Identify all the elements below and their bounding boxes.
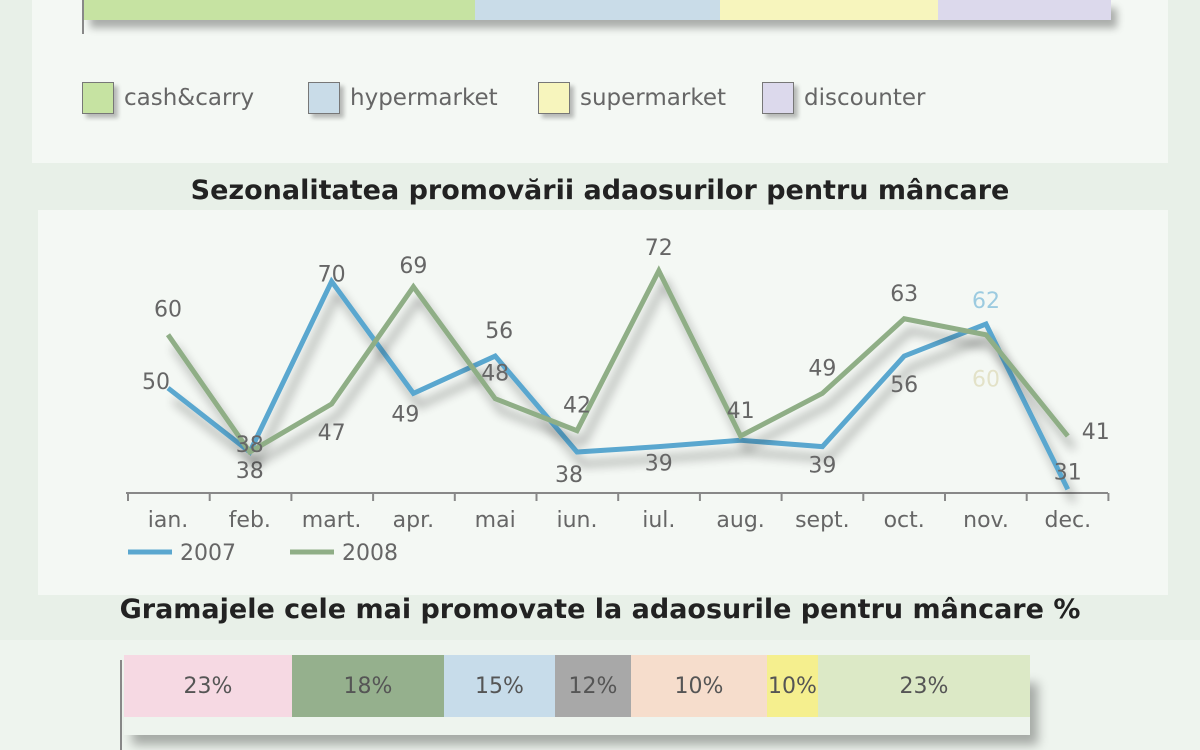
legend-item-cash-carry: cash&carry [82,80,254,116]
data-label-2007: 70 [318,262,346,287]
data-label-2007: 38 [236,459,264,484]
legend-label-2007: 2007 [180,541,236,566]
top-chart-panel [32,0,1168,163]
data-label-2008: 41 [727,399,755,424]
data-label-2008: 41 [1082,420,1110,445]
series-2008-line [165,265,1070,456]
x-tick-label: ian. [148,508,189,533]
legend-swatch-hypermarket [308,82,340,114]
top-bar-segment-supermarket [720,0,938,20]
legend-swatch-supermarket [538,82,570,114]
data-label-2008: 63 [890,282,918,307]
legend-swatch-discounter [762,82,794,114]
data-label-2008: 47 [318,421,346,446]
legend-label-discounter: discounter [804,85,926,111]
data-label-2007: 39 [808,454,836,479]
x-tick-label: mart. [302,508,362,533]
bottom-chart-title: Gramajele cele mai promovate la adaosuri… [119,594,1081,625]
x-tick-label: apr. [393,508,434,533]
bottom-bar-segment: 10% [631,655,767,717]
x-tick-label: aug. [716,508,764,533]
legend-item-supermarket: supermarket [538,80,726,116]
top-stacked-bar [84,0,1111,20]
data-label-2007: 62 [972,289,1000,314]
data-label-2007: 50 [142,370,170,395]
data-label-2007: 56 [890,373,918,398]
data-label-2008: 60 [154,298,182,323]
x-tick-label: feb. [229,508,271,533]
x-tick-label: nov. [963,508,1009,533]
x-tick-label: iun. [557,508,598,533]
legend-item-discounter: discounter [762,80,925,116]
legend-swatch-cash-carry [82,82,114,114]
data-label-2008: 69 [399,254,427,279]
data-label-2007: 31 [1054,460,1082,485]
legend-label-2008: 2008 [342,541,398,566]
data-label-2007: 38 [555,463,583,488]
bottom-stacked-bar: 23% 18% 15% 12% 10% 10% 23% [124,655,1030,735]
x-tick-label: dec. [1045,508,1092,533]
top-bar-segment-discounter [937,0,1111,20]
data-label-2008: 49 [808,356,836,381]
data-label-2007: 39 [645,452,673,477]
data-label-2008: 42 [563,394,591,419]
x-tick-label: sept. [795,508,850,533]
data-label-2008: 60 [972,368,1000,393]
legend-item-hypermarket: hypermarket [308,80,498,116]
bottom-bar-segment: 12% [555,655,631,717]
bottom-bar-segment: 18% [292,655,444,717]
line-chart-title: Sezonalitatea promovării adaosurilor pen… [190,175,1010,206]
line-chart-panel [38,210,1168,595]
legend-label-hypermarket: hypermarket [350,85,498,111]
x-tick-label: iul. [642,508,675,533]
bottom-bar-segment: 10% [767,655,818,717]
bottom-bar-segment: 23% [818,655,1030,717]
top-axis-line [82,0,84,34]
legend-label-supermarket: supermarket [580,85,726,111]
x-tick-label: mai [475,508,516,533]
x-tick-label: oct. [884,508,925,533]
series-2007-line [166,276,1071,491]
data-label-2008: 38 [236,433,264,458]
bottom-bar-segment: 23% [124,655,292,717]
data-label-2008: 72 [645,236,673,261]
top-bar-segment-hypermarket [474,0,721,20]
data-label-2007: 56 [485,319,513,344]
line-chart: ian. feb. mart. apr. mai iun. iul. aug. sept. oct… [126,236,1110,566]
legend-label-cash-carry: cash&carry [124,85,255,111]
top-bar-segment-cash-carry [84,0,475,20]
data-label-2008: 48 [481,362,509,387]
data-label-2007: 49 [391,402,419,427]
bottom-bar-segment: 15% [444,655,555,717]
bottom-axis-line [120,660,122,750]
